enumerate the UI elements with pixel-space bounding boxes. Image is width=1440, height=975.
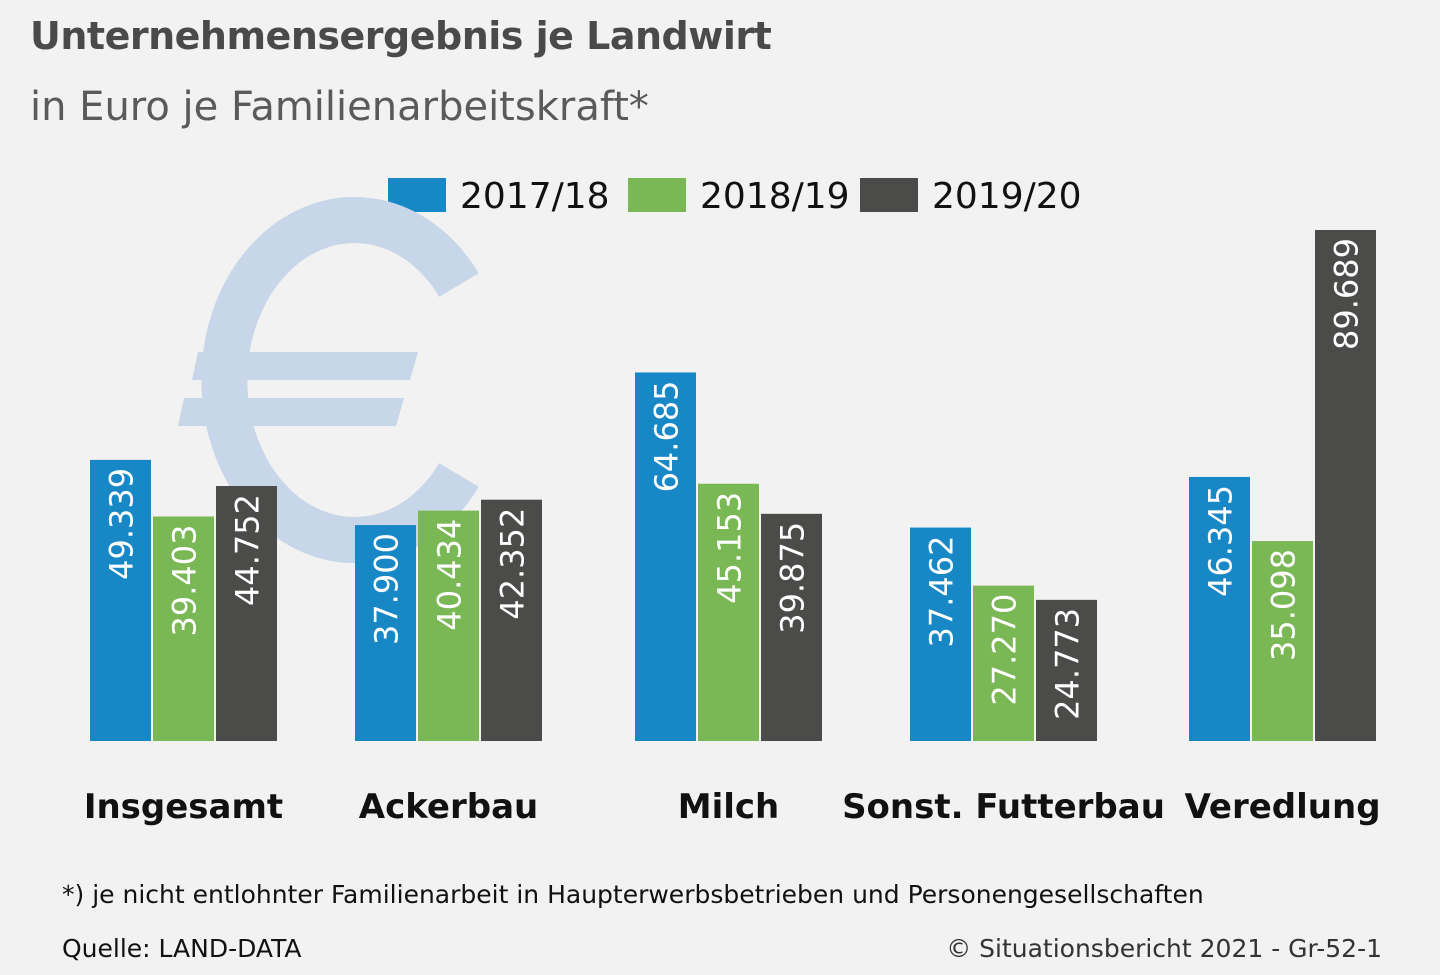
bar-sonst-futterbau-2019-20	[1036, 599, 1097, 741]
data-label: 24.773	[1049, 608, 1087, 720]
bar-sonst-futterbau-2017-18	[910, 527, 971, 741]
category-label-milch: Milch	[678, 787, 780, 827]
legend-label-2018-19: 2018/19	[700, 176, 850, 217]
data-label: 37.900	[368, 533, 406, 645]
category-label-veredlung: Veredlung	[1184, 787, 1380, 827]
bar-ackerbau-2017-18	[355, 525, 416, 741]
category-label-ackerbau: Ackerbau	[359, 787, 538, 827]
data-label: 89.689	[1328, 238, 1366, 350]
data-label: 40.434	[431, 519, 469, 631]
chart-title: Unternehmensergebnis je Landwirt	[30, 14, 772, 58]
data-label: 49.339	[103, 468, 141, 580]
bar-sonst-futterbau-2018-19	[973, 585, 1034, 741]
bar-milch-2018-19	[698, 483, 759, 741]
bar-veredlung-2018-19	[1252, 541, 1313, 741]
bar-insgesamt-2017-18	[90, 459, 151, 741]
legend-swatch-2019-20	[860, 178, 918, 212]
bar-milch-2019-20	[761, 513, 822, 741]
legend-label-2017-18: 2017/18	[460, 176, 610, 217]
source-text: Quelle: LAND-DATA	[62, 934, 302, 963]
data-label: 42.352	[494, 508, 532, 620]
data-label: 35.098	[1265, 549, 1303, 661]
bar-veredlung-2017-18	[1189, 476, 1250, 741]
data-label: 39.403	[166, 525, 204, 637]
data-label: 39.875	[774, 522, 812, 634]
bar-milch-2017-18	[635, 372, 696, 741]
bar-ackerbau-2018-19	[418, 510, 479, 741]
bar-ackerbau-2019-20	[481, 499, 542, 741]
legend-label-2019-20: 2019/20	[932, 176, 1082, 217]
legend-swatch-2018-19	[628, 178, 686, 212]
data-label: 45.153	[711, 492, 749, 604]
footnote: *) je nicht entlohnter Familienarbeit in…	[62, 880, 1204, 909]
category-label-sonst-futterbau: Sonst. Futterbau	[842, 787, 1165, 827]
data-label: 46.345	[1202, 485, 1240, 597]
bar-insgesamt-2018-19	[153, 516, 214, 741]
data-label: 64.685	[648, 380, 686, 492]
data-label: 27.270	[986, 594, 1024, 706]
bar-veredlung-2019-20	[1315, 230, 1376, 741]
data-label: 37.462	[923, 536, 961, 648]
data-label: 44.752	[229, 494, 267, 606]
bar-insgesamt-2019-20	[216, 486, 277, 741]
category-label-insgesamt: Insgesamt	[84, 787, 283, 827]
chart-subtitle: in Euro je Familienarbeitskraft*	[30, 84, 649, 130]
copyright-text: © Situationsbericht 2021 - Gr-52-1	[946, 934, 1382, 963]
